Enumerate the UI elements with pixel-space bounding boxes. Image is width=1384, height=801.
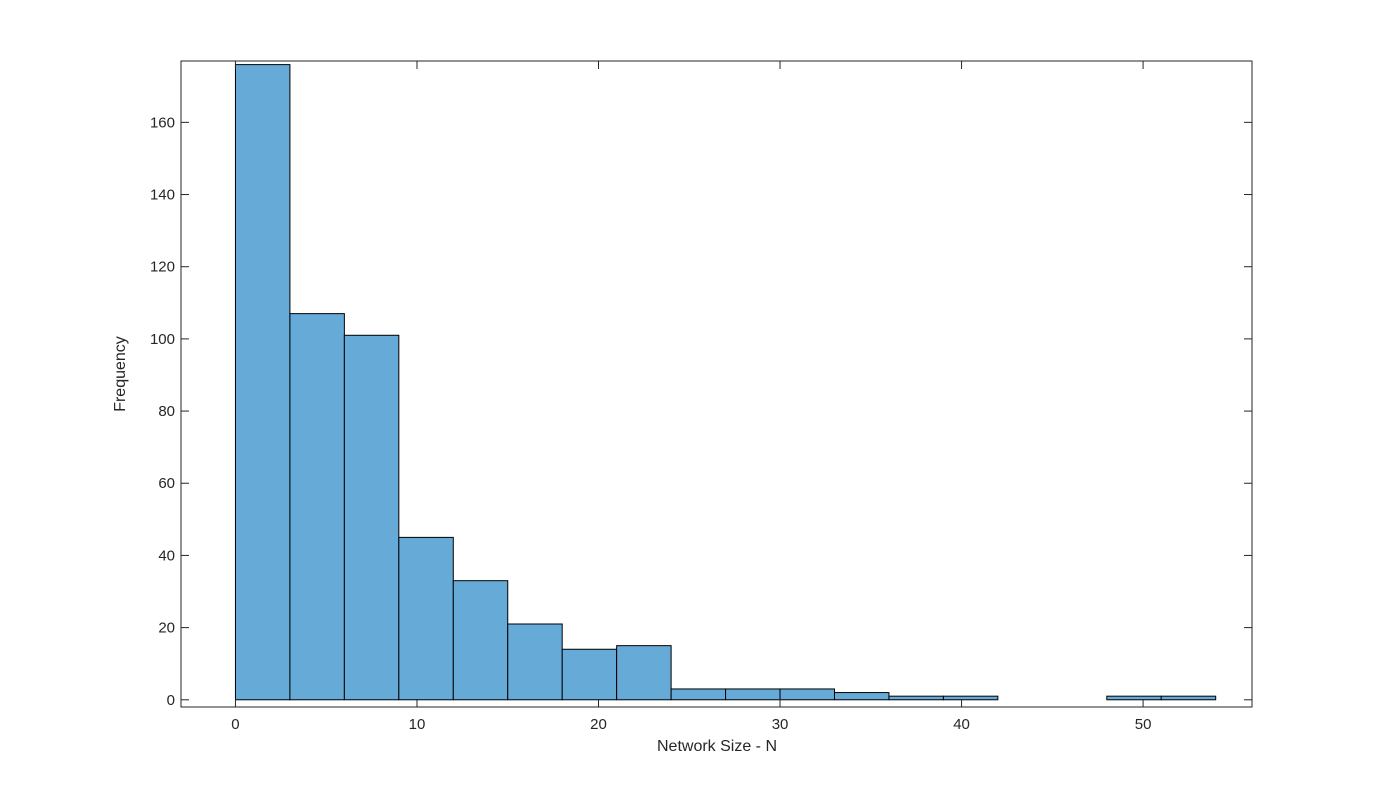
histogram-bar (452, 580, 509, 701)
histogram-bar (1106, 695, 1162, 701)
histogram-bar (888, 695, 944, 701)
y-tick-label: 80 (158, 403, 175, 420)
histogram-bar (289, 313, 345, 701)
y-ticks-group: 0 20 40 60 80 100 120 140 160 (150, 114, 1252, 709)
y-axis-label: Frequency (112, 336, 129, 412)
y-tick-label: 140 (150, 187, 175, 204)
histogram-bar (1160, 695, 1217, 701)
y-tick-label: 20 (158, 620, 175, 637)
y-tick-label: 60 (158, 475, 175, 492)
histogram-bar (234, 64, 291, 701)
y-tick-label: 160 (150, 114, 175, 131)
histogram-bar (725, 688, 781, 701)
y-tick-label: 0 (167, 692, 175, 709)
x-tick-label: 40 (953, 716, 970, 733)
histogram-bar (507, 623, 563, 701)
x-tick-label: 20 (590, 716, 607, 733)
histogram-bar (398, 536, 454, 701)
y-tick-label: 120 (150, 259, 175, 276)
x-axis-label: Network Size - N (657, 738, 777, 755)
y-tick-label: 100 (150, 331, 175, 348)
histogram-bar (833, 692, 890, 701)
histogram-bar (561, 648, 618, 701)
y-tick-label: 40 (158, 547, 175, 564)
histogram-bar (942, 695, 999, 701)
x-tick-label: 50 (1135, 716, 1152, 733)
x-tick-label: 30 (772, 716, 789, 733)
x-ticks-group: 0 10 20 30 40 50 (231, 61, 1151, 733)
bars-group (234, 64, 1217, 701)
x-tick-label: 10 (409, 716, 426, 733)
histogram-bar (670, 688, 727, 701)
histogram-bar (616, 645, 672, 701)
x-tick-label: 0 (231, 716, 239, 733)
histogram-bar (343, 334, 400, 701)
histogram-bar (779, 688, 835, 701)
axes-box (180, 60, 1253, 708)
